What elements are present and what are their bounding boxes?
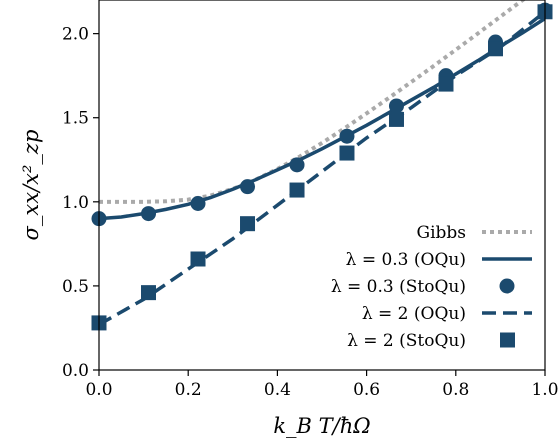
axes: 0.0 0.2 0.4 0.6 0.8 1.0 0.0 0.5 1.0 1.5 2.0 k_B T/ħ… [19, 0, 559, 438]
marker-circle [388, 98, 404, 114]
marker-circle [339, 128, 355, 144]
legend-label: λ = 2 (OQu) [362, 304, 466, 324]
x-axis-title: k_B T/ħΩ [273, 414, 370, 438]
series-line-0 [99, 0, 527, 204]
marker-circle [289, 157, 305, 173]
marker-square [339, 145, 355, 161]
marker-square [388, 111, 404, 127]
legend: Gibbs λ = 0.3 (OQu) λ = 0.3 (StoQu) λ = 2 (… [331, 223, 532, 351]
x-tick-label: 1.0 [531, 380, 558, 400]
axes-frame [98, 0, 546, 371]
y-tick-label: 1.5 [62, 109, 89, 129]
y-axis-title: σ_xx/x²_zp [19, 130, 43, 241]
series-layer [99, 0, 545, 327]
legend-label: λ = 0.3 (StoQu) [331, 277, 466, 297]
legend-label: λ = 2 (StoQu) [347, 331, 466, 351]
y-tick-label: 1.0 [62, 193, 89, 213]
legend-key-square [500, 332, 515, 348]
marker-square [190, 251, 206, 267]
x-tick-label: 0.0 [85, 380, 112, 400]
marker-square [438, 76, 454, 92]
y-tick-label: 0.5 [62, 277, 89, 297]
y-tick-label: 0.0 [62, 361, 89, 381]
marker-square [141, 285, 157, 301]
x-tick-label: 0.4 [264, 380, 291, 400]
x-tick-label: 0.2 [175, 380, 202, 400]
marker-circle [141, 206, 157, 222]
series-line-3 [99, 10, 545, 327]
marker-square [289, 182, 305, 198]
marker-circle [240, 179, 256, 195]
legend-label: Gibbs [416, 223, 466, 243]
marker-square [487, 41, 503, 57]
series-line-1 [99, 17, 545, 221]
x-tick-label: 0.8 [442, 380, 469, 400]
marker-square [240, 216, 256, 232]
legend-label: λ = 0.3 (OQu) [346, 250, 466, 270]
marker-layer [91, 2, 553, 331]
marker-circle [190, 196, 206, 211]
x-tick-label: 0.6 [353, 380, 380, 400]
y-tick-label: 2.0 [62, 25, 89, 45]
legend-key-circle [499, 278, 515, 294]
